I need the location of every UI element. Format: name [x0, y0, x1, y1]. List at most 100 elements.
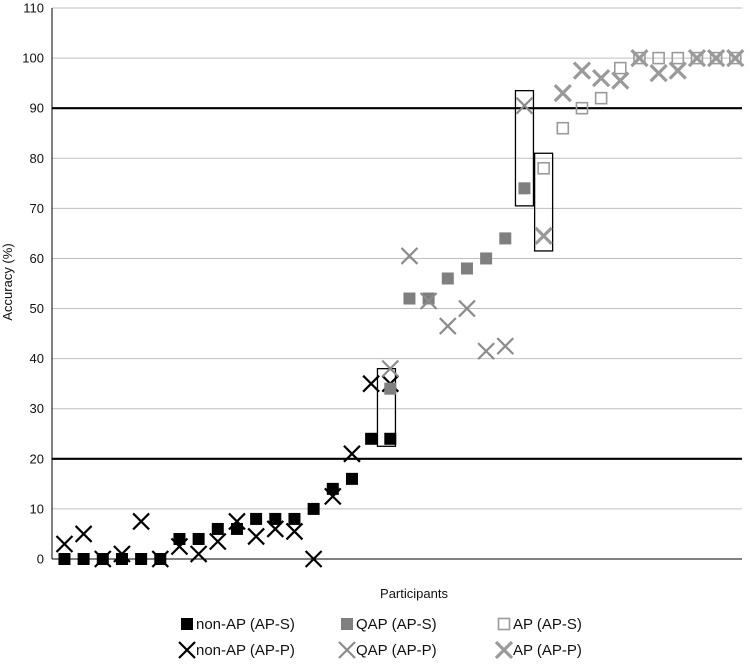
series-qap-ap-p	[381, 96, 534, 378]
series-non-ap-ap-s	[58, 432, 397, 565]
data-point	[499, 232, 512, 245]
legend-marker	[338, 641, 356, 659]
data-point	[652, 51, 665, 65]
y-tick-label: 10	[30, 501, 44, 516]
data-point	[441, 272, 454, 285]
data-point	[209, 532, 227, 551]
data-point	[611, 71, 630, 90]
data-point	[633, 51, 646, 65]
highlight-box	[533, 152, 554, 252]
data-point	[384, 432, 397, 445]
series-ap-ap-p	[534, 48, 745, 246]
data-point	[58, 553, 71, 565]
legend-item: non-AP (AP-P)	[178, 641, 295, 659]
data-point	[250, 512, 263, 525]
data-point	[170, 537, 189, 556]
data-point	[515, 96, 534, 115]
data-point	[518, 182, 531, 195]
legend-marker	[497, 617, 511, 631]
data-point	[343, 445, 361, 463]
legend-marker	[178, 641, 196, 659]
data-point	[575, 101, 589, 115]
data-point	[572, 61, 592, 80]
data-point	[307, 502, 320, 515]
data-point	[362, 374, 380, 393]
data-point	[403, 292, 416, 305]
legend-marker	[181, 618, 193, 630]
series-non-ap-ap-p	[55, 374, 400, 568]
data-point	[269, 512, 282, 525]
legend-label: QAP (AP-P)	[356, 642, 437, 659]
data-points	[55, 48, 745, 568]
data-point	[113, 545, 131, 563]
data-point	[690, 51, 704, 65]
data-point	[365, 432, 378, 445]
data-point	[594, 91, 608, 105]
data-point	[304, 550, 323, 568]
y-tick-label: 110	[23, 1, 44, 16]
data-point	[94, 550, 112, 568]
y-tick-label: 60	[30, 251, 44, 266]
legend: non-AP (AP-S) QAP (AP-S) AP (AP-S) non-AP (…	[178, 616, 582, 660]
data-point	[192, 532, 205, 545]
data-point	[671, 51, 685, 65]
data-point	[460, 262, 473, 275]
data-point	[135, 553, 148, 565]
legend-label: non-AP (AP-P)	[196, 642, 295, 659]
y-axis-title: Accuracy (%)	[0, 243, 15, 320]
y-tick-label: 90	[30, 101, 44, 116]
legend-label: QAP (AP-S)	[356, 616, 437, 633]
legend-item: QAP (AP-S)	[341, 616, 437, 633]
y-tick-label: 20	[30, 451, 44, 466]
data-point	[709, 51, 723, 65]
legend-label: non-AP (AP-S)	[196, 616, 295, 633]
data-point	[613, 61, 627, 75]
data-point	[668, 61, 687, 80]
highlight-boxes	[376, 90, 554, 447]
data-point	[726, 48, 745, 68]
data-point	[419, 292, 438, 310]
legend-marker	[494, 640, 514, 660]
data-point	[400, 247, 419, 265]
legend-label: AP (AP-P)	[513, 642, 582, 659]
y-tick-label: 40	[30, 351, 44, 366]
data-point	[534, 226, 553, 246]
data-point	[687, 48, 707, 68]
data-point	[381, 359, 400, 378]
data-point	[285, 522, 304, 541]
data-point	[496, 337, 515, 355]
legend-item: AP (AP-P)	[494, 640, 582, 660]
legend-item: AP (AP-S)	[497, 616, 582, 633]
data-point	[537, 161, 550, 175]
data-point	[211, 522, 224, 535]
y-tick-label: 50	[30, 301, 44, 316]
series-ap-ap-s	[537, 51, 742, 175]
data-point	[324, 487, 342, 506]
data-point	[480, 252, 493, 265]
data-point	[706, 48, 726, 68]
legend-label: AP (AP-S)	[513, 616, 582, 633]
data-point	[384, 382, 397, 395]
data-point	[439, 317, 457, 335]
data-point	[55, 535, 74, 553]
data-point	[247, 527, 265, 546]
y-tick-label: 100	[22, 51, 44, 66]
data-point	[189, 545, 208, 563]
data-point	[132, 512, 150, 531]
legend-item: non-AP (AP-S)	[181, 616, 295, 633]
data-point	[422, 292, 435, 305]
gridlines	[52, 7, 742, 560]
data-point	[458, 299, 476, 318]
data-point	[345, 472, 358, 485]
y-tick-label: 80	[30, 151, 44, 166]
highlight-box	[514, 90, 535, 207]
y-tick-label: 70	[30, 201, 44, 216]
data-point	[728, 51, 742, 65]
data-point	[288, 512, 301, 525]
x-axis-title: Participants	[380, 586, 448, 601]
series-qap-ap-s	[384, 182, 531, 395]
data-point	[151, 550, 170, 568]
data-point	[556, 121, 570, 135]
data-point	[477, 342, 495, 360]
